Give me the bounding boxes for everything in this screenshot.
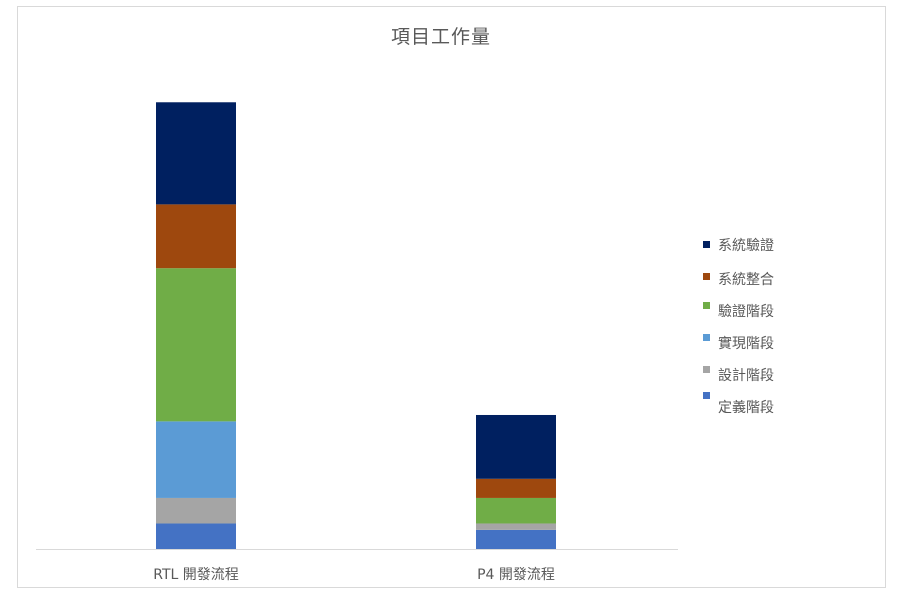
legend-swatch bbox=[703, 392, 710, 399]
legend-swatch bbox=[703, 302, 710, 309]
legend-label: 系統驗證 bbox=[718, 238, 774, 254]
bar-segment bbox=[156, 204, 236, 269]
bar-segment bbox=[476, 529, 556, 549]
legend-swatch bbox=[703, 334, 710, 341]
legend-label: 設計階段 bbox=[718, 368, 774, 384]
legend-label: 定義階段 bbox=[718, 400, 774, 416]
bar-segment bbox=[476, 497, 556, 524]
bar-segment bbox=[156, 421, 236, 498]
bar-segment bbox=[156, 102, 236, 205]
bar-segment bbox=[156, 523, 236, 549]
x-tick-label: RTL 開發流程 bbox=[153, 567, 239, 583]
legend-swatch bbox=[703, 241, 710, 248]
x-tick-label: P4 開發流程 bbox=[477, 567, 555, 583]
legend-label: 系統整合 bbox=[718, 272, 774, 288]
legend-swatch bbox=[703, 366, 710, 373]
bar-segment bbox=[476, 414, 556, 479]
bar-segment bbox=[476, 523, 556, 530]
legend-label: 驗證階段 bbox=[718, 304, 774, 320]
bar-segment bbox=[156, 497, 236, 524]
chart-title: 項目工作量 bbox=[390, 26, 491, 48]
bar-segment bbox=[476, 478, 556, 498]
bar-segment bbox=[156, 268, 236, 422]
legend-swatch bbox=[703, 273, 710, 280]
legend-label: 實現階段 bbox=[718, 336, 774, 352]
